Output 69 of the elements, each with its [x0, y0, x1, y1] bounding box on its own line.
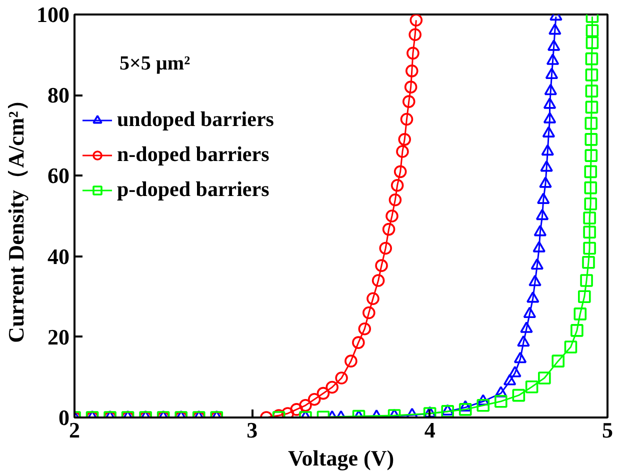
point [494, 386, 508, 398]
y-tick-label: 80 [48, 82, 70, 108]
legend-label: undoped barriers [117, 107, 274, 132]
point [542, 126, 556, 138]
annotation: 5×5 µm² [120, 52, 190, 74]
point [582, 256, 595, 269]
point [526, 291, 540, 303]
point [583, 212, 596, 224]
x-tick-label: 4 [424, 418, 436, 442]
point [584, 181, 598, 194]
x-tick-label: 5 [602, 418, 613, 442]
point [536, 208, 549, 220]
point [539, 176, 552, 188]
point [585, 100, 598, 114]
y-tick-label: 20 [48, 324, 70, 350]
point [458, 400, 472, 412]
x-axis-title: Voltage (V) [288, 446, 394, 470]
y-tick-label: 100 [36, 2, 70, 27]
point [404, 80, 418, 94]
point [379, 242, 392, 255]
point [540, 160, 553, 172]
point [585, 68, 598, 82]
point [398, 133, 412, 146]
point [541, 144, 554, 156]
point [388, 193, 402, 206]
point [584, 198, 598, 210]
x-tick-label: 3 [246, 418, 258, 442]
point [402, 95, 416, 108]
y-tick-label: 40 [48, 244, 70, 269]
point [543, 112, 556, 124]
point [584, 165, 598, 178]
point [532, 240, 546, 252]
y-axis-title: Current Density（A/cm²） [4, 89, 28, 343]
point [382, 222, 396, 236]
point [375, 259, 388, 272]
point [585, 52, 598, 66]
point [390, 178, 404, 192]
point [586, 24, 599, 38]
point [586, 36, 599, 50]
point [584, 116, 598, 130]
point [408, 28, 422, 42]
point [520, 322, 533, 333]
point [476, 394, 490, 406]
point [583, 242, 596, 255]
point [396, 145, 409, 158]
point [583, 226, 596, 239]
point [410, 14, 423, 27]
point [406, 46, 420, 60]
point [530, 258, 544, 270]
point [405, 64, 418, 78]
point [517, 335, 530, 347]
point [536, 192, 550, 204]
point [514, 352, 527, 364]
point [400, 112, 414, 126]
x-tick-label: 2 [69, 418, 80, 442]
point [394, 165, 407, 178]
legend-label: n-doped barriers [117, 142, 270, 167]
point [523, 306, 536, 318]
point [584, 133, 598, 146]
legend-label: p-doped barriers [117, 177, 270, 202]
point [508, 366, 522, 378]
point [585, 84, 598, 98]
point [386, 210, 398, 222]
y-tick-label: 0 [58, 405, 70, 430]
point [503, 374, 516, 386]
y-tick-label: 60 [48, 163, 70, 188]
point [534, 224, 547, 236]
point [584, 149, 598, 162]
point [528, 274, 542, 286]
